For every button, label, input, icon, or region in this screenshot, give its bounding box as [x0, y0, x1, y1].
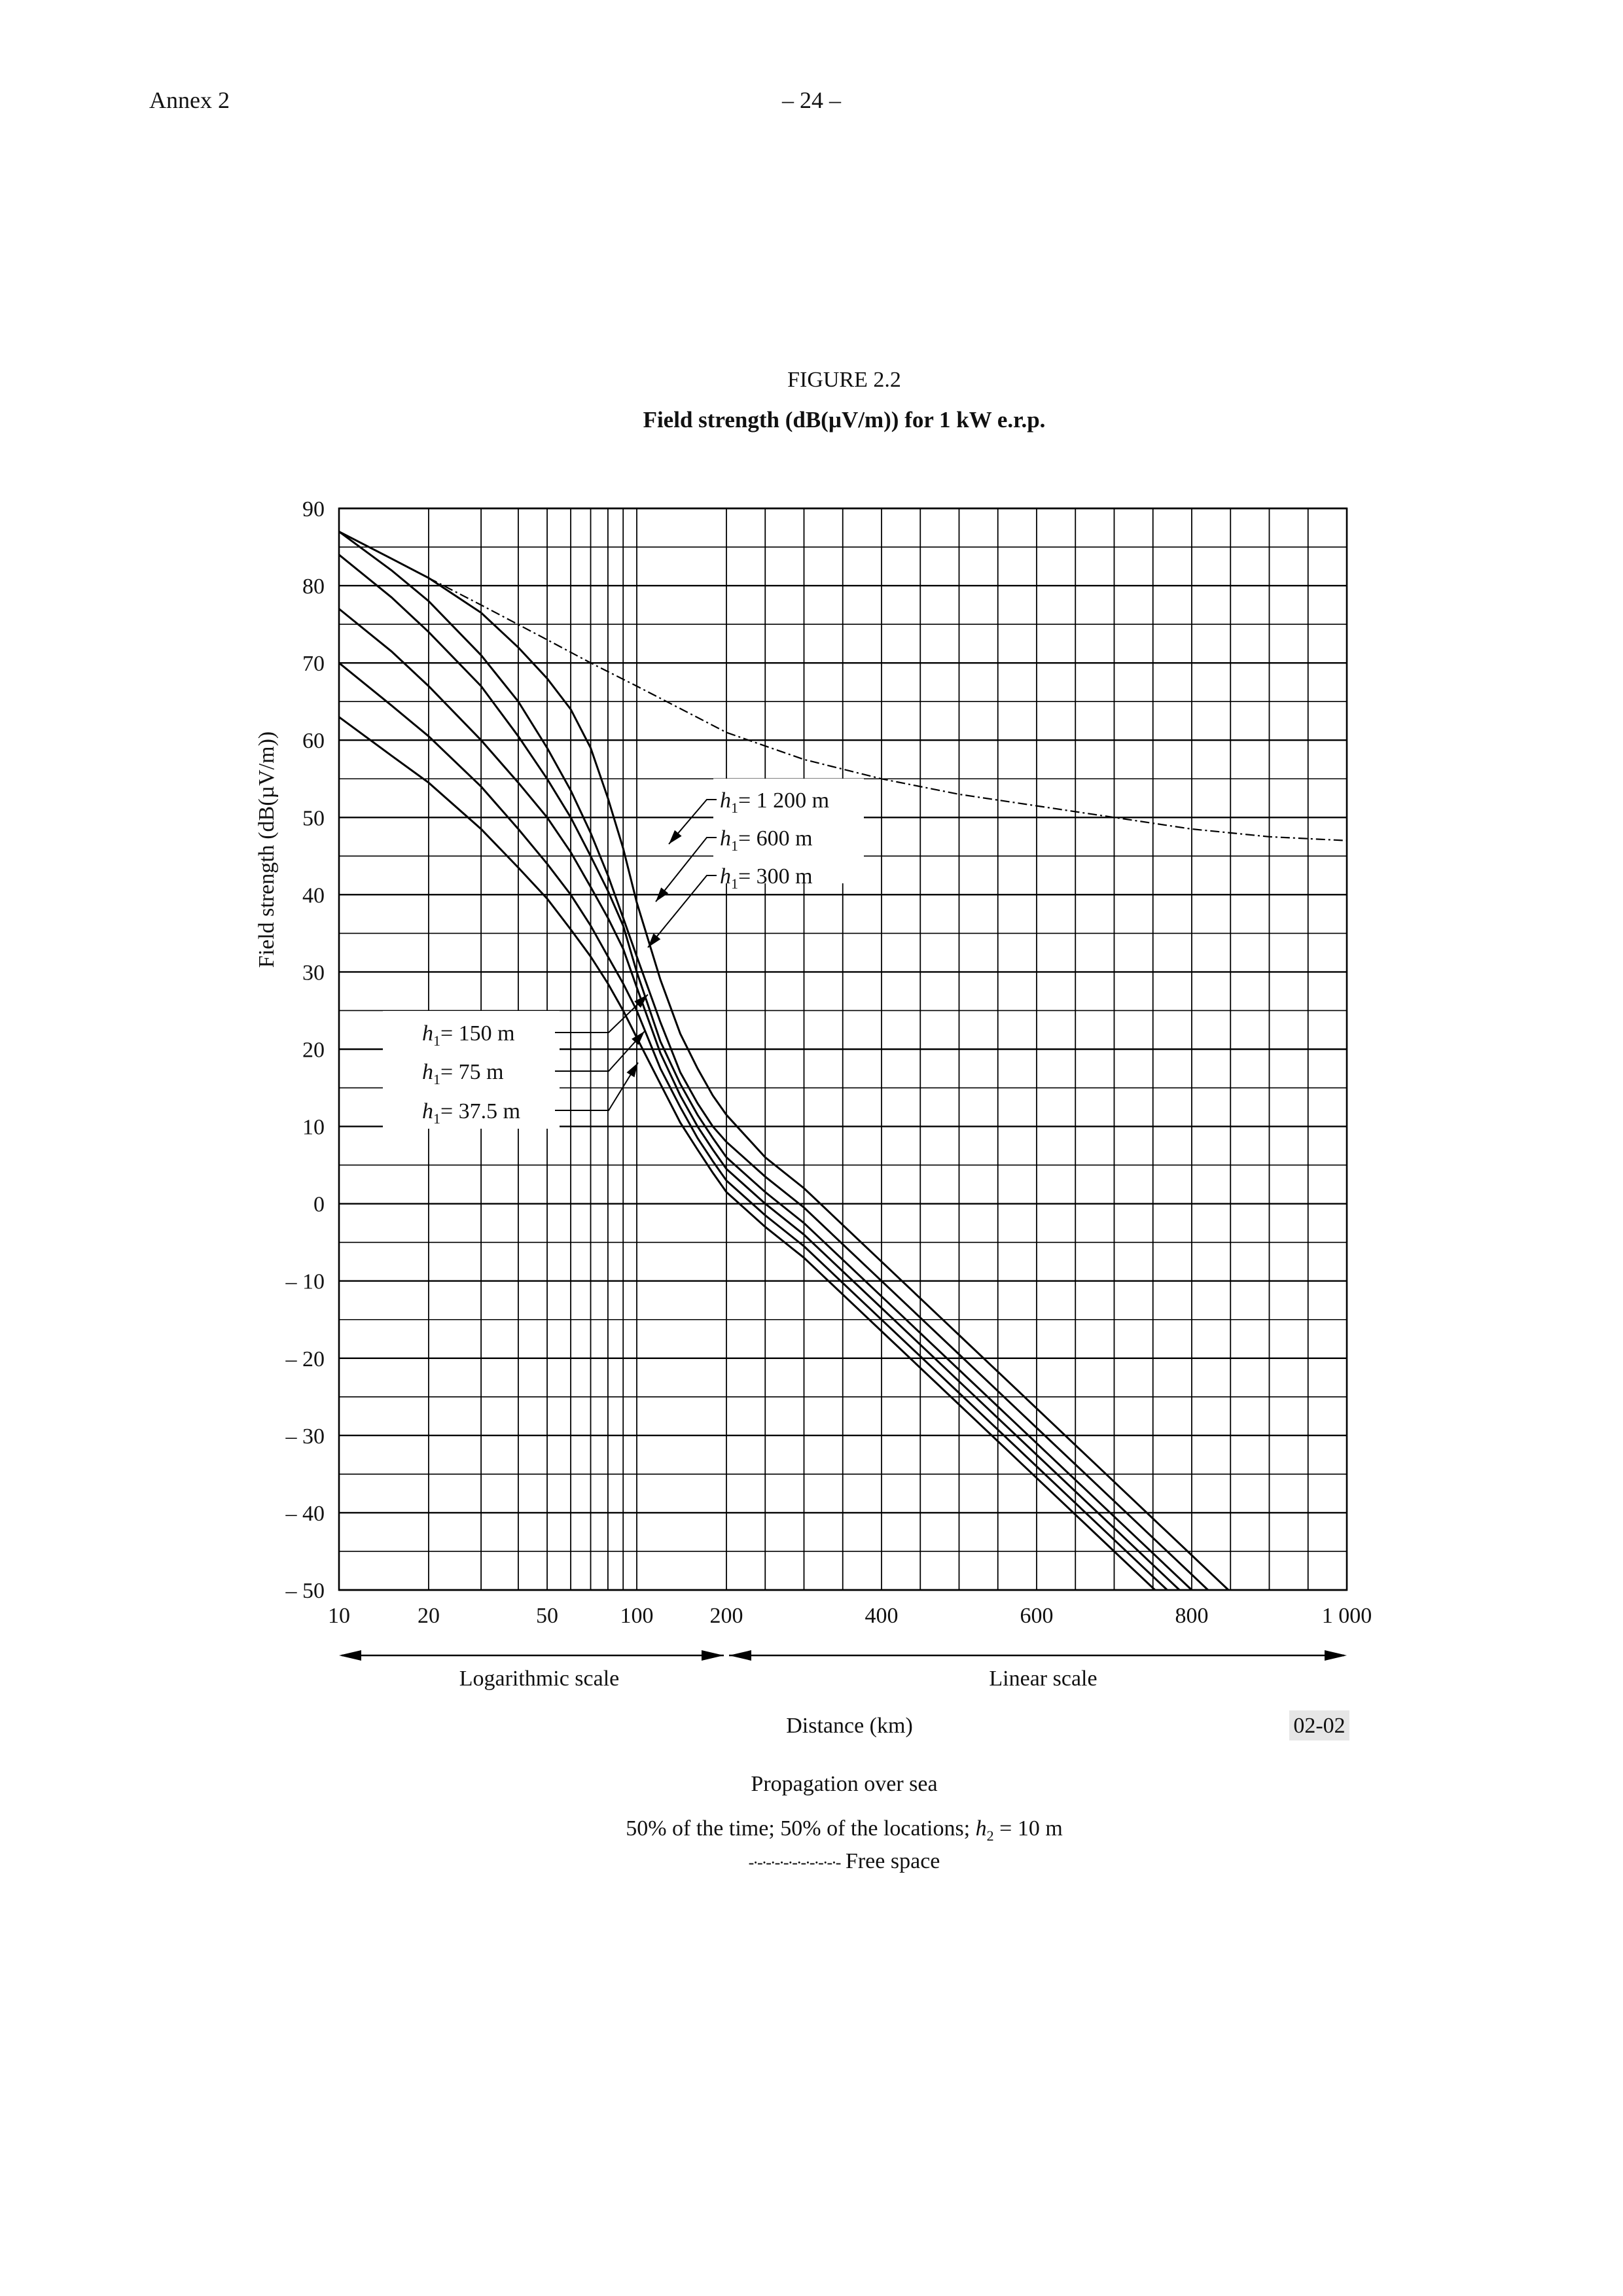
- series-label-sub: 1: [731, 800, 738, 816]
- leader-arrowhead: [656, 887, 669, 902]
- figure-code-bg: [1289, 1710, 1349, 1740]
- series-label: h1= 75 m: [422, 1060, 504, 1087]
- x-tick-label: 600: [1020, 1604, 1054, 1628]
- label-leader: [647, 875, 717, 948]
- series-line: [338, 608, 1181, 1591]
- leader-arrowhead: [626, 1063, 638, 1078]
- series-label-value: = 300 m: [738, 864, 813, 889]
- series-line: [338, 531, 1230, 1591]
- label-leader: [555, 1031, 645, 1072]
- y-tick-label: 20: [302, 1038, 325, 1063]
- series-label-value: = 37.5 m: [440, 1099, 520, 1123]
- caption-propagation: Propagation over sea: [751, 1772, 938, 1796]
- grid: [338, 507, 1348, 1591]
- series-label-sub: 1: [433, 1110, 440, 1127]
- x-tick-label: 100: [620, 1604, 654, 1628]
- label-leader: [668, 799, 717, 845]
- x-tick-label: 400: [865, 1604, 899, 1628]
- series-label-value: = 600 m: [738, 826, 813, 851]
- series-line: [338, 716, 1156, 1591]
- y-tick-label: 0: [313, 1193, 325, 1217]
- series-label-value: = 150 m: [440, 1021, 515, 1046]
- series-line: [338, 554, 1193, 1591]
- free-space-line: [428, 577, 1347, 841]
- y-tick-label: – 30: [285, 1424, 325, 1449]
- leader-arrowhead: [648, 933, 661, 947]
- page-number: – 24 –: [782, 87, 841, 113]
- series-labels: h1= 1 200 mh1= 600 mh1= 300 mh1= 150 mh1…: [422, 788, 829, 1127]
- series-line: [338, 662, 1168, 1591]
- linear-scale-label: Linear scale: [989, 1667, 1097, 1691]
- series-label-h: h: [422, 1021, 433, 1046]
- x-tick-label: 10: [328, 1604, 350, 1628]
- series-label-h: h: [422, 1060, 433, 1084]
- caption-legend: -·-·-·-·-·-·-·-·-·-·- Free space: [0, 1849, 1623, 1874]
- linear-scale-arrow-left: [729, 1650, 751, 1661]
- series-label-value: = 75 m: [440, 1060, 504, 1084]
- caption-conditions: 50% of the time; 50% of the locations; h…: [0, 1816, 1623, 1845]
- y-tick-label: 90: [302, 497, 325, 521]
- series-label-h: h: [720, 788, 731, 813]
- y-axis-label: Field strength (dB(µV/m)): [255, 732, 279, 968]
- series-label-h: h: [422, 1099, 433, 1123]
- caption-h-sub: 2: [986, 1827, 994, 1844]
- figure-number: FIGURE 2.2: [787, 368, 901, 392]
- legend-dash-sample: -·-·-·-·-·-·-·-·-·-·-: [748, 1853, 842, 1872]
- series-label: h1= 300 m: [720, 864, 813, 892]
- header-annex: Annex 2: [149, 87, 230, 113]
- y-tick-label: 80: [302, 574, 325, 599]
- y-tick-label: 10: [302, 1116, 325, 1140]
- log-scale-arrow-right: [702, 1650, 724, 1661]
- x-tick-label: 800: [1175, 1604, 1209, 1628]
- y-tick-label: – 20: [285, 1347, 325, 1371]
- x-axis-label: Distance (km): [786, 1714, 913, 1738]
- y-tick-label: 50: [302, 806, 325, 830]
- series-lines: [338, 531, 1347, 1591]
- y-tick-label: 60: [302, 729, 325, 753]
- x-tick-label: 1 000: [1322, 1604, 1372, 1628]
- y-tick-label: 40: [302, 883, 325, 908]
- x-tick-label: 200: [710, 1604, 743, 1628]
- label-leader: [555, 994, 649, 1033]
- linear-scale-arrow-right: [1325, 1650, 1347, 1661]
- series-label-sub: 1: [433, 1033, 440, 1049]
- series-label: h1= 37.5 m: [422, 1099, 520, 1127]
- caption-h: h: [975, 1816, 987, 1841]
- series-label-value: = 1 200 m: [738, 788, 829, 813]
- caption-conditions-text: 50% of the time; 50% of the locations;: [626, 1816, 976, 1841]
- series-label: h1= 600 m: [720, 826, 813, 854]
- x-tick-label: 50: [536, 1604, 558, 1628]
- series-label-sub: 1: [731, 838, 738, 854]
- series-label-sub: 1: [731, 875, 738, 892]
- log-scale-arrow-left: [339, 1650, 361, 1661]
- series-label-h: h: [720, 826, 731, 851]
- y-tick-label: – 50: [285, 1579, 325, 1603]
- series-label: h1= 150 m: [422, 1021, 515, 1049]
- leader-arrowhead: [669, 830, 682, 844]
- caption-conditions-end: = 10 m: [993, 1816, 1063, 1841]
- label-leader: [655, 837, 717, 902]
- x-tick-label: 20: [418, 1604, 440, 1628]
- figure-code: 02-02: [1293, 1714, 1345, 1738]
- label-box-upper: [713, 779, 864, 883]
- series-label: h1= 1 200 m: [720, 788, 829, 816]
- y-tick-label: 70: [302, 652, 325, 676]
- y-tick-label: – 40: [285, 1502, 325, 1526]
- field-strength-chart: h1= 1 200 mh1= 600 mh1= 300 mh1= 150 mh1…: [255, 497, 1372, 1740]
- leader-arrowhead: [632, 1031, 645, 1045]
- y-tick-label: – 10: [285, 1270, 325, 1294]
- label-leader: [555, 1062, 639, 1111]
- plot-frame: [338, 507, 1348, 1591]
- figure-title: Field strength (dB(µV/m)) for 1 kW e.r.p…: [643, 407, 1046, 433]
- log-scale-label: Logarithmic scale: [459, 1667, 620, 1691]
- series-label-sub: 1: [433, 1071, 440, 1087]
- series-label-h: h: [720, 864, 731, 889]
- label-box-lower: [383, 1011, 560, 1129]
- leader-arrowhead: [634, 995, 648, 1008]
- legend-free-space: Free space: [845, 1849, 940, 1873]
- series-line: [338, 531, 1209, 1591]
- y-tick-label: 30: [302, 961, 325, 985]
